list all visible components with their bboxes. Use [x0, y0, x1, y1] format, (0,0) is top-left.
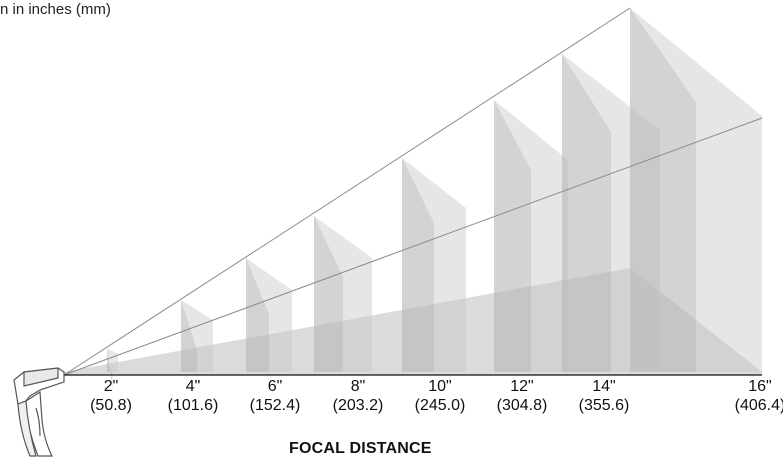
scan-field-panel-7 — [562, 54, 660, 372]
scan-field-panel-shade-2 — [181, 300, 197, 372]
scan-field-panel-shade-5 — [402, 158, 434, 372]
tick-inches: 10" — [428, 378, 452, 395]
barcode-scanner-icon — [13, 367, 65, 457]
tick-inches: 6" — [267, 378, 283, 395]
scan-field-panel-4 — [314, 216, 372, 372]
scan-field-panel-shade-4 — [314, 216, 343, 372]
scan-field-panel-shade-7 — [562, 54, 611, 372]
tick-label-7: 14" (355.6) — [564, 377, 644, 415]
scan-field-panel-5 — [402, 158, 466, 372]
scan-field-panel-6 — [494, 100, 568, 372]
tick-inches: 14" — [592, 378, 616, 395]
dimension-unit-caption: n in inches (mm) — [0, 1, 111, 18]
tick-millimeters: (50.8) — [90, 397, 132, 414]
scan-field-panels — [64, 8, 762, 391]
tick-label-4: 8" (203.2) — [318, 377, 398, 415]
tick-millimeters: (152.4) — [249, 397, 301, 414]
scan-field-panel-shade-6 — [494, 100, 531, 372]
scan-field-panel-2 — [181, 300, 213, 372]
tick-inches: 16" — [748, 378, 772, 395]
scan-field-floor — [64, 268, 762, 375]
tick-inches: 2" — [103, 378, 119, 395]
tick-label-8: 16" (406.4) — [720, 377, 783, 415]
tick-label-1: 2" (50.8) — [71, 377, 151, 415]
scan-field-panel-8 — [630, 8, 762, 372]
tick-millimeters: (203.2) — [332, 397, 384, 414]
scan-field-panel-shade-3 — [246, 258, 269, 372]
axis-title: FOCAL DISTANCE — [289, 440, 432, 457]
tick-millimeters: (304.8) — [496, 397, 548, 414]
tick-inches: 4" — [185, 378, 201, 395]
tick-millimeters: (101.6) — [167, 397, 219, 414]
tick-millimeters: (355.6) — [578, 397, 630, 414]
center-field-line — [63, 117, 763, 376]
tick-millimeters: (245.0) — [414, 397, 466, 414]
tick-inches: 12" — [510, 378, 534, 395]
field-guide-lines — [63, 7, 763, 376]
tick-label-5: 10" (245.0) — [400, 377, 480, 415]
scan-field-panel-3 — [246, 258, 292, 372]
tick-label-2: 4" (101.6) — [153, 377, 233, 415]
tick-label-3: 6" (152.4) — [235, 377, 315, 415]
upper-field-boundary-line — [63, 7, 631, 376]
tick-millimeters: (406.4) — [734, 397, 783, 414]
tick-label-6: 12" (304.8) — [482, 377, 562, 415]
scan-field-panel-1 — [107, 348, 118, 372]
scan-field-panel-shade-8 — [630, 8, 696, 372]
tick-inches: 8" — [350, 378, 366, 395]
